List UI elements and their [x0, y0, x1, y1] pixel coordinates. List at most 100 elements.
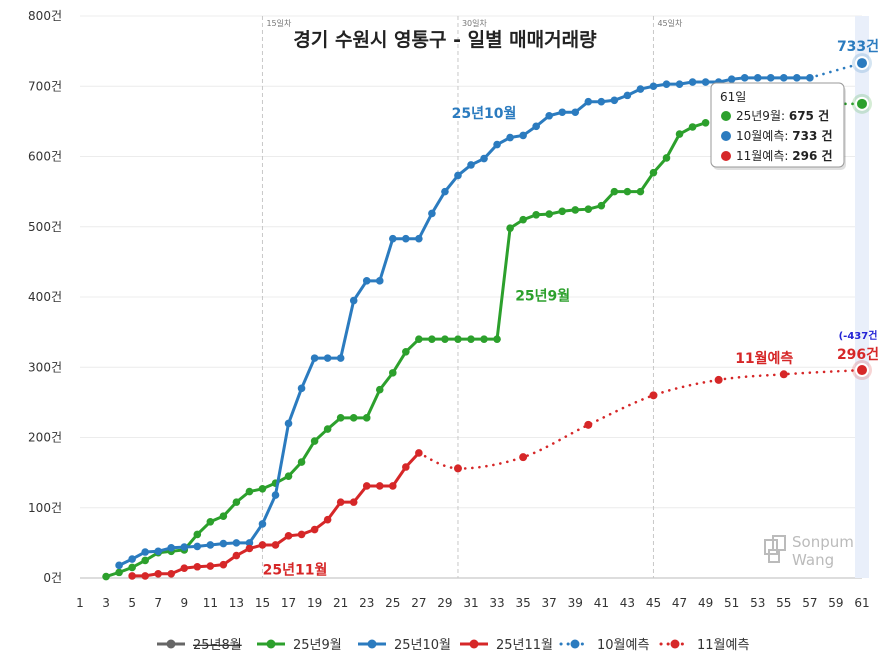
data-point — [141, 556, 149, 565]
series-line-2 — [118, 76, 810, 567]
data-point — [480, 154, 488, 163]
data-point — [727, 75, 736, 84]
data-point — [128, 563, 136, 572]
data-point — [375, 385, 384, 394]
data-point — [415, 234, 423, 243]
data-point — [636, 85, 645, 93]
data-point — [780, 74, 788, 82]
data-point — [284, 472, 293, 480]
data-point — [545, 111, 553, 120]
data-point — [193, 530, 202, 539]
data-point — [675, 80, 684, 88]
tooltip-row-label: 25년9월 — [736, 109, 781, 123]
data-point — [610, 96, 619, 105]
tooltip-row-label: 10월예측 — [736, 129, 784, 143]
x-tick-label: 61 — [854, 596, 869, 610]
watermark: Sonpum Wang — [764, 533, 854, 569]
data-point — [389, 482, 397, 490]
data-point — [336, 498, 345, 506]
data-point — [532, 211, 540, 219]
series-label-sep: 25년9월 — [515, 288, 570, 305]
legend-item-1[interactable]: 25년9월 — [257, 638, 342, 653]
legend-item-2[interactable]: 25년10월 — [358, 638, 451, 653]
data-point — [558, 108, 567, 117]
x-tick-label: 41 — [594, 596, 609, 610]
data-point — [441, 187, 449, 196]
data-point — [115, 568, 123, 577]
tooltip-swatch — [721, 131, 731, 141]
tooltip-swatch — [721, 111, 731, 121]
data-point — [219, 560, 228, 569]
x-tick-label: 23 — [359, 596, 374, 610]
data-point — [284, 532, 293, 540]
series-label-nov: 25년11월 — [263, 561, 328, 578]
day-markers: 15일차 30일차 45일차 — [261, 16, 683, 578]
data-point — [766, 74, 775, 82]
data-point — [597, 201, 606, 210]
legend-item-5[interactable]: 11월예측 — [659, 638, 749, 653]
data-point — [480, 335, 488, 343]
data-point — [793, 74, 801, 82]
day-marker-label: 15일차 — [266, 19, 292, 28]
data-point — [219, 512, 228, 520]
data-point — [336, 414, 345, 422]
legend-item-4[interactable]: 10월예측 — [559, 638, 649, 653]
data-point — [375, 277, 384, 285]
data-point — [701, 78, 710, 86]
legend[interactable]: 25년8월 25년9월 25년10월 25년11월 10월예측 11월예측 — [157, 638, 749, 653]
data-point — [167, 543, 176, 552]
data-point — [571, 108, 580, 117]
tooltip-row-label: 11월예측 — [736, 149, 784, 163]
data-point-end — [855, 363, 869, 378]
data-point — [323, 354, 332, 362]
data-point — [623, 91, 632, 100]
data-point — [206, 541, 215, 549]
legend-swatch-dot — [166, 639, 176, 649]
data-point — [258, 520, 267, 528]
data-point — [532, 122, 540, 131]
data-point — [519, 453, 528, 462]
series-labels: 25년10월 25년9월 25년11월 11월예측 733건 296건 (-437건 — [263, 38, 879, 578]
data-point — [102, 572, 110, 581]
y-tick-label: 600건 — [28, 150, 62, 164]
data-point — [636, 187, 645, 196]
data-point — [453, 464, 462, 473]
x-tick-label: 49 — [698, 596, 713, 610]
legend-label: 25년10월 — [394, 638, 451, 653]
end-label-nov-forecast: 296건 — [837, 346, 879, 363]
y-tick-label: 100건 — [28, 501, 62, 515]
y-tick-label: 500건 — [28, 220, 62, 234]
data-point — [362, 277, 371, 285]
x-tick-label: 51 — [724, 596, 739, 610]
tooltip-row-value: 733 건 — [792, 128, 832, 143]
data-point — [323, 425, 332, 433]
day-marker-label: 30일차 — [462, 19, 488, 28]
data-point — [284, 419, 293, 428]
data-point — [415, 335, 423, 343]
watermark-line-2: Wang — [792, 551, 834, 569]
x-tick-label: 27 — [411, 596, 426, 610]
data-point — [297, 384, 306, 393]
data-point — [519, 215, 527, 224]
data-point — [740, 74, 749, 82]
data-point — [688, 78, 697, 86]
legend-item-3[interactable]: 25년11월 — [460, 638, 553, 653]
data-point — [389, 234, 397, 243]
data-point — [649, 168, 658, 177]
data-point — [310, 437, 319, 445]
data-point — [714, 375, 723, 384]
data-point — [675, 130, 684, 138]
data-point — [467, 335, 475, 343]
x-tick-label: 45 — [646, 596, 661, 610]
y-tick-label: 400건 — [28, 290, 62, 304]
data-point — [402, 234, 410, 243]
data-point — [584, 205, 593, 213]
series-label-nov-forecast: 11월예측 — [735, 350, 793, 367]
x-tick-label: 7 — [154, 596, 162, 610]
data-point — [232, 539, 241, 547]
watermark-line-1: Sonpum — [792, 533, 854, 551]
x-tick-label: 37 — [542, 596, 557, 610]
legend-item-0[interactable]: 25년8월 — [157, 638, 242, 653]
x-tick-label: 17 — [281, 596, 296, 610]
forecast-line-5 — [417, 368, 864, 470]
